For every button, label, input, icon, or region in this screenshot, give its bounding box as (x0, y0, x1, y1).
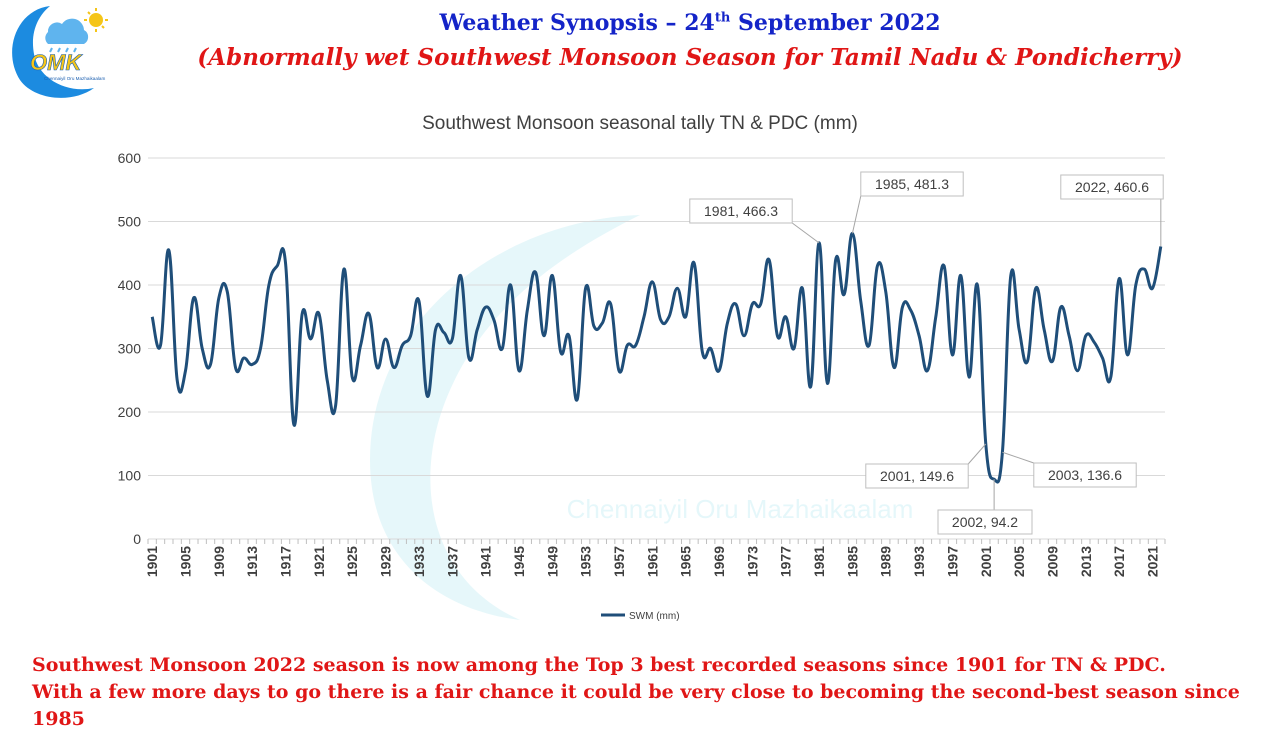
y-tick-label: 500 (118, 214, 142, 230)
x-tick-label: 1981 (811, 546, 827, 577)
crescent-moon-shape (12, 6, 95, 98)
x-tick-label: 1905 (178, 546, 194, 577)
x-tick-label: 1913 (244, 546, 260, 577)
x-tick-label: 1941 (478, 546, 494, 577)
x-tick-label: 1901 (144, 546, 160, 577)
callout-box (865, 463, 969, 489)
x-tick-label: 1965 (678, 546, 694, 577)
data-label: 2022, 460.6 (1075, 179, 1149, 195)
x-tick-label: 1949 (544, 546, 560, 577)
y-tick-label: 200 (118, 404, 142, 420)
callout-leader (851, 195, 862, 234)
x-tick-label: 2021 (1144, 546, 1160, 577)
data-label: 2002, 94.2 (952, 514, 1018, 530)
y-tick-label: 0 (133, 531, 141, 547)
x-tick-label: 1957 (611, 546, 627, 577)
x-tick-label: 1973 (744, 546, 760, 577)
page-title: Weather Synopsis – 24th September 2022 (439, 10, 941, 36)
footer-note: Southwest Monsoon 2022 season is now amo… (32, 652, 1252, 733)
y-tick-label: 600 (118, 150, 142, 166)
x-tick-label: 1945 (511, 546, 527, 577)
series-line-swm (150, 231, 1163, 484)
x-tick-label: 1917 (278, 546, 294, 577)
data-label-callouts: 1981, 466.3 1985, 481.3 2022, 460.6 2001, 1… (689, 171, 1164, 535)
chart-title: Southwest Monsoon seasonal tally TN & PD… (422, 113, 858, 134)
x-tick-label: 1929 (378, 546, 394, 577)
callout-leader (967, 443, 987, 465)
x-tick-label: 1925 (344, 546, 360, 577)
footer-line-2: With a few more days to go there is a fa… (32, 681, 1240, 730)
callout-box (689, 198, 793, 224)
watermark-text: Chennaiyil Oru Mazhaikaalam (567, 494, 914, 524)
legend: SWM (mm) (601, 611, 680, 622)
x-axis: 1901 1905 1909 1913 1917 1921 1925 1929 1933 1937… (144, 539, 1166, 577)
legend-label-swm: SWM (mm) (629, 611, 680, 622)
y-tick-label: 400 (118, 277, 142, 293)
line-chart: Chennaiyil Oru Mazhaikaalam 0 100 200 300 40… (118, 150, 1166, 622)
y-axis: 0 100 200 300 400 500 600 (118, 150, 142, 547)
data-label: 2003, 136.6 (1048, 467, 1122, 483)
logo-text: OMK (30, 50, 83, 75)
watermark: Chennaiyil Oru Mazhaikaalam (370, 215, 913, 620)
x-tick-label: 1921 (311, 546, 327, 577)
x-tick-label: 2005 (1011, 546, 1027, 577)
page-subtitle: (Abnormally wet Southwest Monsoon Season… (197, 44, 1183, 71)
x-tick-label: 1937 (444, 546, 460, 577)
x-tick-label: 1969 (711, 546, 727, 577)
callout-leader (791, 222, 820, 244)
x-tick-label: 2013 (1078, 546, 1094, 577)
data-label: 1985, 481.3 (875, 176, 949, 192)
rain-drops-icon (49, 47, 77, 53)
omk-logo: OMK Chennaiyil Oru Mazhaikaalam (12, 6, 108, 98)
x-tick-label: 1933 (411, 546, 427, 577)
callout-box (860, 171, 964, 197)
footer-line-1: Southwest Monsoon 2022 season is now amo… (32, 654, 1166, 676)
callout-box (1060, 174, 1164, 200)
x-tick-label: 1961 (644, 546, 660, 577)
cloud-icon (45, 18, 89, 44)
callout-leader (1002, 451, 1034, 464)
x-tick-label: 2001 (978, 546, 994, 577)
y-tick-label: 100 (118, 468, 142, 484)
x-tick-label: 1977 (778, 546, 794, 577)
data-label: 1981, 466.3 (704, 203, 778, 219)
x-tick-label: 1997 (944, 546, 960, 577)
x-tick-label: 1989 (878, 546, 894, 577)
x-tick-label: 1993 (911, 546, 927, 577)
callout-box (1033, 462, 1137, 488)
y-tick-label: 300 (118, 341, 142, 357)
callout-box (937, 509, 1033, 535)
sun-rays-icon (84, 8, 108, 32)
sun-icon (89, 13, 103, 27)
x-tick-label: 2017 (1111, 546, 1127, 577)
x-tick-label: 2009 (1044, 546, 1060, 577)
logo-caption: Chennaiyil Oru Mazhaikaalam (44, 76, 105, 81)
x-tick-label: 1953 (578, 546, 594, 577)
data-label: 2001, 149.6 (880, 468, 954, 484)
x-tick-label: 1909 (211, 546, 227, 577)
x-tick-label: 1985 (844, 546, 860, 577)
